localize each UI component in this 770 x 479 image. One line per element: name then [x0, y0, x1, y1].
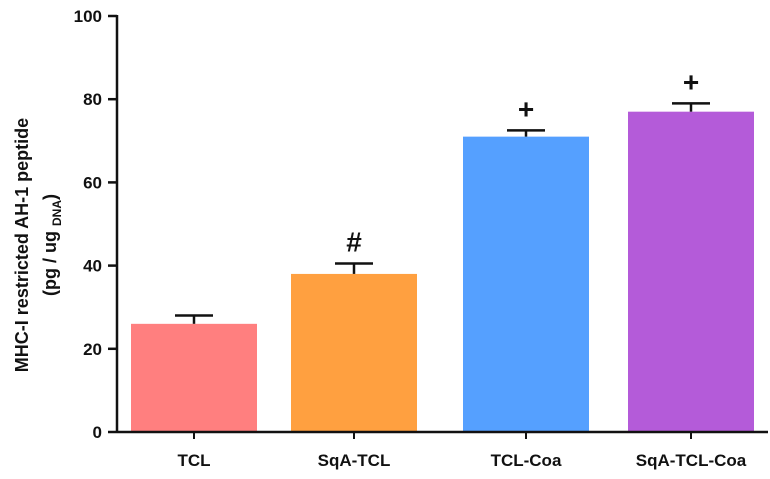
x-tick-label-1: TCL [177, 451, 210, 470]
bar-4 [628, 111, 754, 433]
significance-mark-2: # [346, 227, 362, 258]
y-tick-label-3: 40 [83, 257, 102, 276]
y-tick-label-4: 60 [83, 173, 102, 192]
bar-2 [291, 273, 417, 432]
y-axis-label-line-1: MHC-I restricted AH-1 peptide [12, 118, 32, 372]
x-tick-label-2: SqA-TCL [318, 451, 391, 470]
y-tick-label-1: 0 [93, 423, 102, 442]
y-axis-label-line-2: (pg / ug DNA) [40, 194, 64, 296]
y-axis-label: MHC-I restricted AH-1 peptide (pg / ug D… [12, 118, 64, 372]
y-tick-label-6: 100 [74, 7, 102, 26]
significance-mark-3: + [518, 93, 534, 124]
y-tick-label-5: 80 [83, 90, 102, 109]
significance-mark-4: + [683, 66, 699, 97]
y-tick-label-2: 20 [83, 340, 102, 359]
x-tick-label-3: TCL-Coa [491, 451, 562, 470]
bar-1 [131, 323, 257, 432]
x-tick-label-4: SqA-TCL-Coa [636, 451, 747, 470]
plot-area: TCL # SqA-TCL + TCL-Coa + SqA-TCL-Coa 0 20 40 60 80… [74, 7, 768, 470]
bar-3 [463, 136, 589, 432]
